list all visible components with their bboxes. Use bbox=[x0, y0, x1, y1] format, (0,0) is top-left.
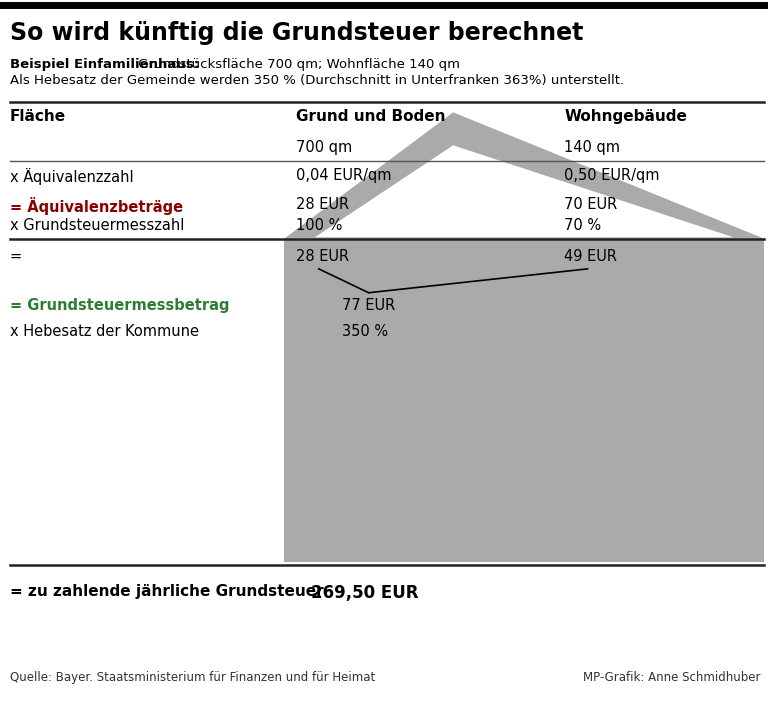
Text: 269,50 EUR: 269,50 EUR bbox=[311, 584, 419, 602]
Text: 700 qm: 700 qm bbox=[296, 140, 352, 155]
Text: = Grundsteuermessbetrag: = Grundsteuermessbetrag bbox=[10, 298, 230, 313]
Text: x Hebesatz der Kommune: x Hebesatz der Kommune bbox=[10, 324, 199, 339]
Text: 28 EUR: 28 EUR bbox=[296, 197, 349, 211]
Text: Als Hebesatz der Gemeinde werden 350 % (Durchschnitt in Unterfranken 363%) unter: Als Hebesatz der Gemeinde werden 350 % (… bbox=[10, 74, 624, 87]
Text: 100 %: 100 % bbox=[296, 218, 342, 232]
Text: x Grundsteuermesszahl: x Grundsteuermesszahl bbox=[10, 218, 184, 232]
Text: = Äquivalenzbeträge: = Äquivalenzbeträge bbox=[10, 197, 183, 215]
Bar bbox=[284, 239, 764, 562]
Polygon shape bbox=[284, 112, 764, 239]
Text: 0,04 EUR/qm: 0,04 EUR/qm bbox=[296, 168, 391, 183]
Text: 350 %: 350 % bbox=[342, 324, 388, 339]
Text: 77 EUR: 77 EUR bbox=[342, 298, 395, 313]
Text: 140 qm: 140 qm bbox=[564, 140, 621, 155]
Text: 49 EUR: 49 EUR bbox=[564, 249, 617, 264]
Text: MP-Grafik: Anne Schmidhuber: MP-Grafik: Anne Schmidhuber bbox=[583, 671, 760, 684]
Polygon shape bbox=[315, 145, 733, 237]
Text: 0,50 EUR/qm: 0,50 EUR/qm bbox=[564, 168, 660, 183]
Text: x Äquivalenzzahl: x Äquivalenzzahl bbox=[10, 168, 134, 185]
Text: = zu zahlende jährliche Grundsteuer: = zu zahlende jährliche Grundsteuer bbox=[10, 584, 323, 599]
Text: 70 EUR: 70 EUR bbox=[564, 197, 617, 211]
Text: Beispiel Einfamilienhaus:: Beispiel Einfamilienhaus: bbox=[10, 58, 199, 71]
Text: Wohngebäude: Wohngebäude bbox=[564, 109, 687, 124]
Text: =: = bbox=[10, 249, 22, 264]
Text: So wird künftig die Grundsteuer berechnet: So wird künftig die Grundsteuer berechne… bbox=[10, 21, 584, 45]
Text: Grundstücksfläche 700 qm; Wohnfläche 140 qm: Grundstücksfläche 700 qm; Wohnfläche 140… bbox=[134, 58, 460, 71]
Text: 28 EUR: 28 EUR bbox=[296, 249, 349, 264]
Text: Grund und Boden: Grund und Boden bbox=[296, 109, 445, 124]
Text: 70 %: 70 % bbox=[564, 218, 601, 232]
Text: Fläche: Fläche bbox=[10, 109, 66, 124]
Text: Quelle: Bayer. Staatsministerium für Finanzen und für Heimat: Quelle: Bayer. Staatsministerium für Fin… bbox=[10, 671, 376, 684]
